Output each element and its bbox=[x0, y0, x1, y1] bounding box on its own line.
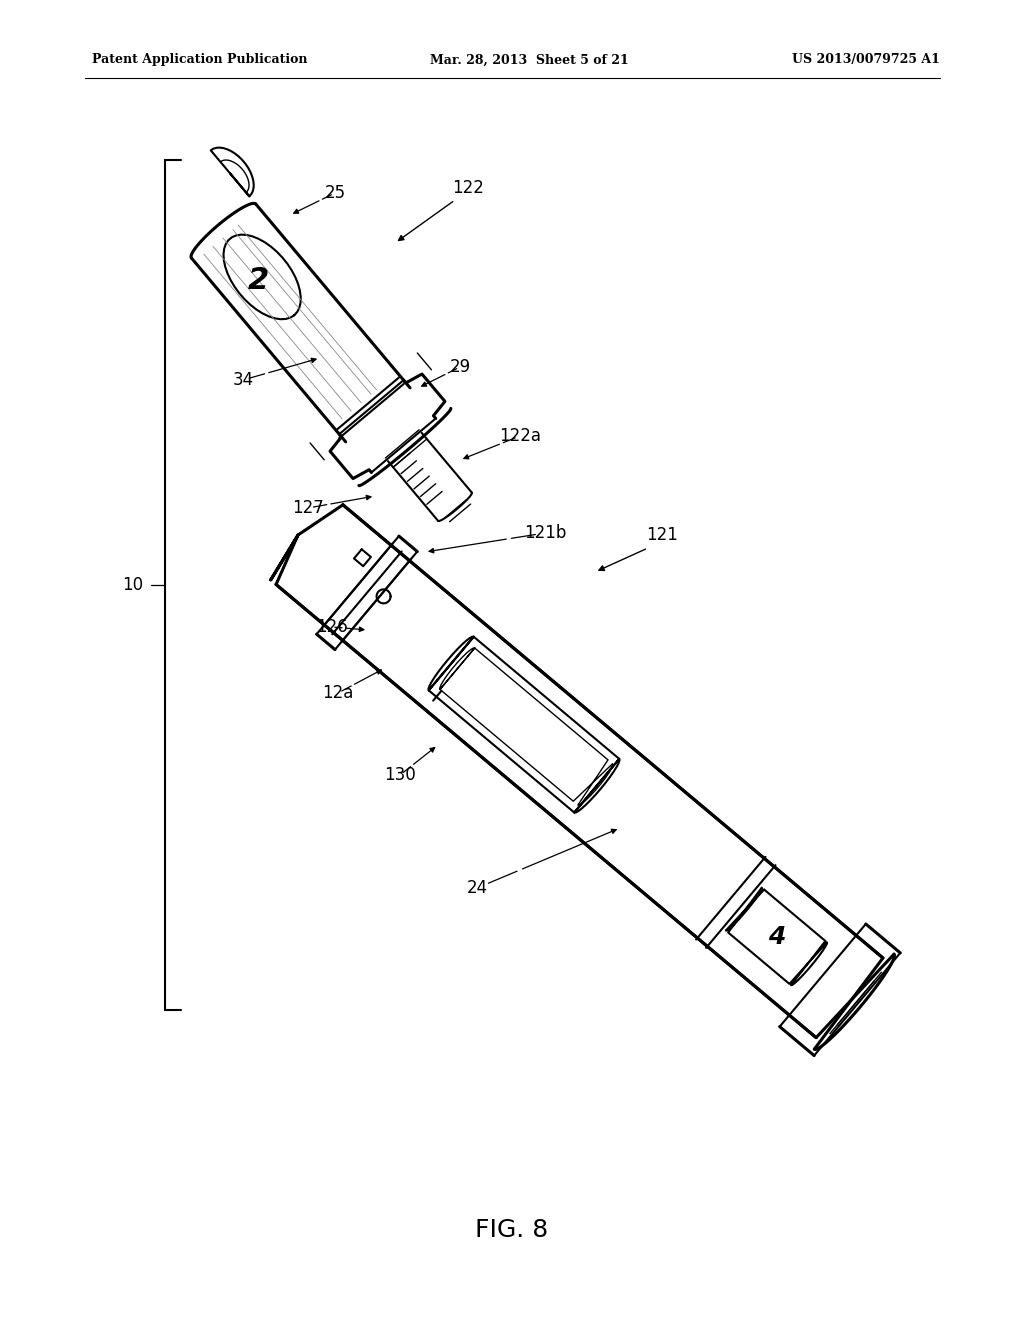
Text: 4: 4 bbox=[768, 925, 785, 949]
Text: 122a: 122a bbox=[499, 426, 541, 445]
Text: US 2013/0079725 A1: US 2013/0079725 A1 bbox=[793, 54, 940, 66]
Text: 29: 29 bbox=[450, 358, 471, 376]
Text: 122: 122 bbox=[452, 180, 484, 197]
Text: 126: 126 bbox=[316, 618, 348, 636]
Text: 121b: 121b bbox=[524, 524, 566, 543]
Text: 121: 121 bbox=[646, 525, 678, 544]
Text: 127: 127 bbox=[292, 499, 324, 517]
Text: 10: 10 bbox=[122, 576, 143, 594]
Text: 2: 2 bbox=[248, 265, 269, 294]
Text: Mar. 28, 2013  Sheet 5 of 21: Mar. 28, 2013 Sheet 5 of 21 bbox=[430, 54, 629, 66]
Text: 130: 130 bbox=[384, 766, 416, 784]
Text: 34: 34 bbox=[232, 371, 254, 389]
Text: 24: 24 bbox=[467, 879, 487, 898]
Text: 25: 25 bbox=[325, 183, 345, 202]
Text: 12a: 12a bbox=[323, 684, 353, 702]
Text: Patent Application Publication: Patent Application Publication bbox=[92, 54, 307, 66]
Text: FIG. 8: FIG. 8 bbox=[475, 1218, 549, 1242]
